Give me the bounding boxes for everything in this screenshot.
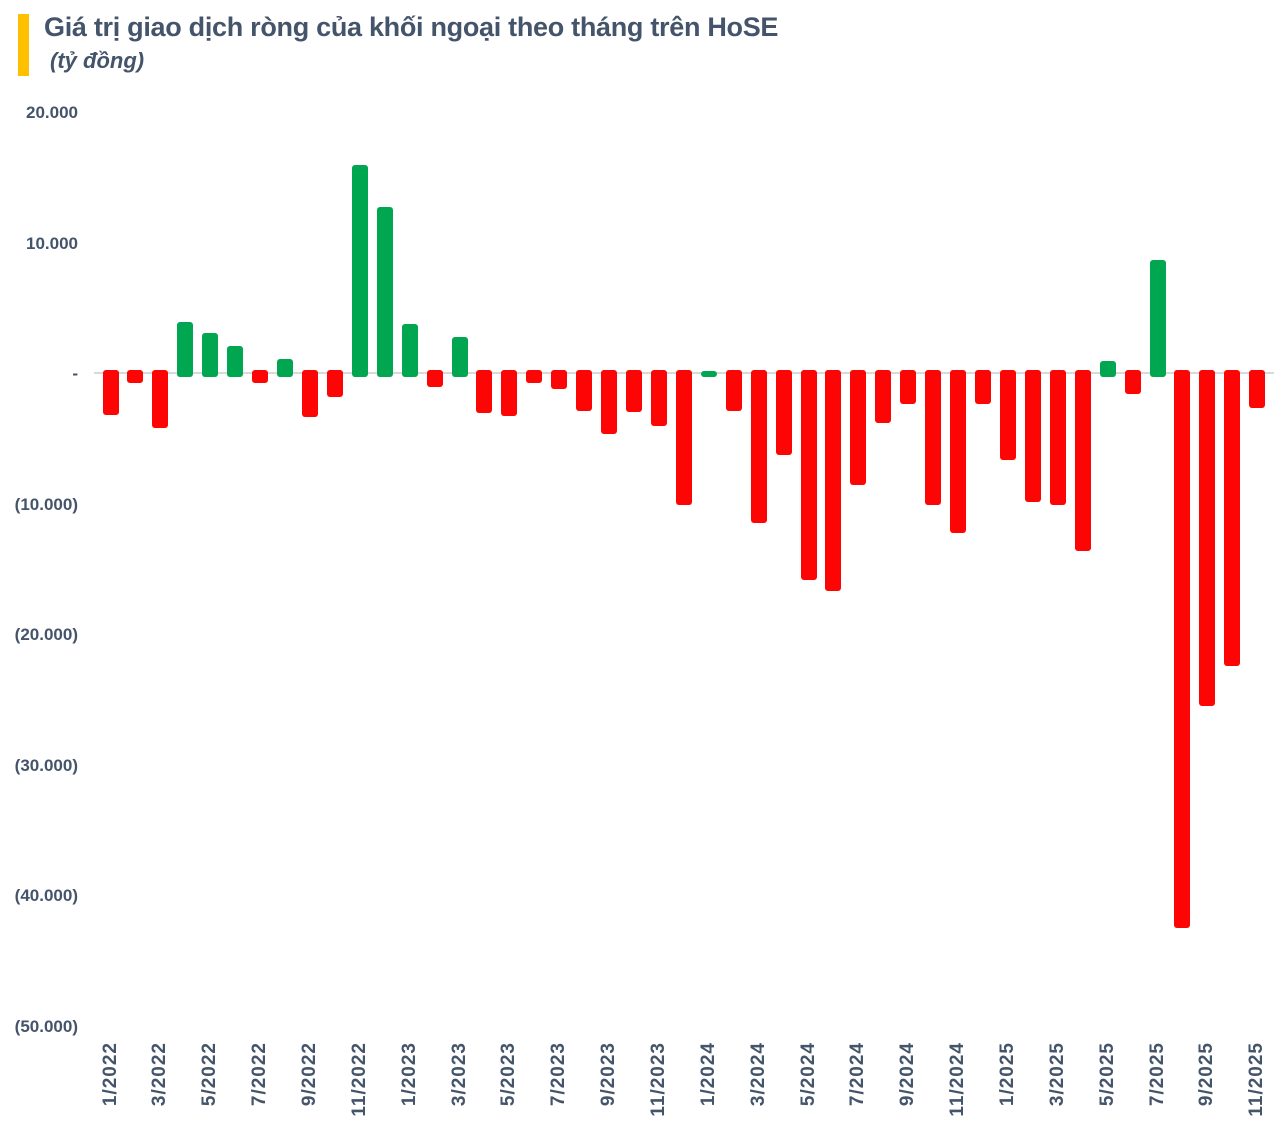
bar-6-2022 bbox=[227, 345, 244, 377]
bar-10-2022 bbox=[326, 370, 343, 398]
chart-unit-subtitle: (tỷ đồng) bbox=[50, 48, 145, 73]
x-axis-tick-label: 3/2024 bbox=[747, 1042, 769, 1107]
x-axis-tick-label: 11/2023 bbox=[647, 1042, 669, 1117]
bar-2-2022 bbox=[127, 370, 144, 384]
bar-10-2024 bbox=[925, 370, 942, 505]
x-axis-tick-label: 7/2023 bbox=[548, 1042, 570, 1107]
x-axis-tick-label: 7/2024 bbox=[847, 1042, 869, 1107]
x-axis-tick-label: 11/2022 bbox=[348, 1042, 370, 1117]
x-axis-tick-label: 11/2024 bbox=[947, 1042, 969, 1117]
x-axis-tick-label: 7/2022 bbox=[249, 1042, 271, 1107]
bar-1-2022 bbox=[102, 370, 119, 416]
bar-6-2023 bbox=[526, 370, 543, 384]
x-axis-tick-label: 3/2025 bbox=[1046, 1042, 1068, 1107]
bar-11-2025 bbox=[1249, 370, 1266, 408]
x-axis-tick-label: 1/2023 bbox=[398, 1042, 420, 1107]
bar-9-2025 bbox=[1199, 370, 1216, 707]
bar-2-2025 bbox=[1024, 370, 1041, 502]
bar-8-2022 bbox=[277, 358, 293, 377]
bar-5-2022 bbox=[202, 332, 219, 377]
bar-6-2025 bbox=[1124, 370, 1141, 395]
x-axis-tick-label: 9/2025 bbox=[1196, 1042, 1218, 1107]
bar-12-2024 bbox=[975, 370, 992, 404]
bar-4-2022 bbox=[177, 321, 194, 377]
bar-3-2022 bbox=[152, 370, 169, 429]
title-accent-bar bbox=[18, 14, 29, 76]
x-axis-tick-label: 9/2024 bbox=[897, 1042, 919, 1107]
bar-10-2025 bbox=[1224, 370, 1241, 667]
bar-5-2024 bbox=[800, 370, 817, 581]
bar-3-2023 bbox=[451, 336, 468, 377]
bar-5-2023 bbox=[501, 370, 518, 416]
y-axis-tick-label: 20.000 bbox=[26, 103, 78, 122]
bar-4-2024 bbox=[775, 370, 792, 455]
bar-1-2023 bbox=[401, 323, 418, 377]
bar-7-2023 bbox=[551, 370, 568, 389]
bar-3-2024 bbox=[750, 370, 767, 523]
bar-11-2022 bbox=[351, 165, 368, 377]
bar-6-2024 bbox=[825, 370, 842, 591]
x-axis-tick-label: 9/2022 bbox=[298, 1042, 320, 1107]
bar-1-2024 bbox=[700, 370, 717, 377]
x-axis-tick-label: 1/2024 bbox=[697, 1042, 719, 1107]
y-axis-tick-label: (20.000) bbox=[14, 625, 78, 644]
bar-7-2022 bbox=[252, 370, 269, 384]
bar-4-2025 bbox=[1074, 370, 1091, 552]
bar-5-2025 bbox=[1099, 360, 1116, 377]
bar-10-2023 bbox=[626, 370, 643, 412]
y-axis-tick-label: (50.000) bbox=[14, 1016, 78, 1036]
bar-7-2024 bbox=[850, 370, 867, 485]
chart-title: Giá trị giao dịch ròng của khối ngoại th… bbox=[44, 12, 779, 42]
bar-4-2023 bbox=[476, 370, 493, 414]
x-axis-tick-label: 3/2022 bbox=[149, 1042, 171, 1107]
x-axis-tick-label: 5/2022 bbox=[199, 1042, 221, 1107]
bar-7-2025 bbox=[1149, 259, 1166, 377]
y-axis-tick-label: 10.000 bbox=[26, 233, 78, 253]
bar-9-2023 bbox=[601, 370, 618, 435]
bar-1-2025 bbox=[999, 370, 1016, 461]
x-axis-tick-label: 5/2025 bbox=[1096, 1042, 1118, 1107]
y-axis-tick-label: (10.000) bbox=[14, 494, 78, 514]
x-axis-tick-label: 5/2024 bbox=[797, 1042, 819, 1107]
bar-11-2023 bbox=[650, 370, 667, 427]
bar-8-2023 bbox=[576, 370, 593, 412]
x-axis-tick-label: 3/2023 bbox=[448, 1042, 470, 1107]
y-axis-tick-label: (30.000) bbox=[14, 755, 78, 775]
bar-2-2024 bbox=[725, 370, 742, 412]
bar-8-2024 bbox=[875, 370, 892, 423]
x-axis-tick-label: 11/2025 bbox=[1246, 1042, 1268, 1117]
bar-3-2025 bbox=[1049, 370, 1066, 505]
x-axis-tick-label: 7/2025 bbox=[1146, 1042, 1168, 1107]
bar-11-2024 bbox=[950, 370, 967, 534]
x-axis-tick-label: 9/2023 bbox=[598, 1042, 620, 1107]
x-axis-tick-label: 1/2025 bbox=[996, 1042, 1018, 1107]
x-axis-tick-label: 1/2022 bbox=[99, 1042, 121, 1107]
x-axis-tick-label: 5/2023 bbox=[498, 1042, 520, 1107]
bar-12-2022 bbox=[376, 206, 393, 377]
bar-2-2023 bbox=[426, 370, 443, 388]
bar-8-2025 bbox=[1174, 370, 1191, 928]
bar-9-2022 bbox=[301, 370, 318, 418]
bar-12-2023 bbox=[675, 370, 692, 505]
y-axis-tick-label: (40.000) bbox=[14, 886, 78, 905]
y-axis-tick-label: - bbox=[72, 364, 78, 383]
bar-9-2024 bbox=[900, 370, 917, 404]
